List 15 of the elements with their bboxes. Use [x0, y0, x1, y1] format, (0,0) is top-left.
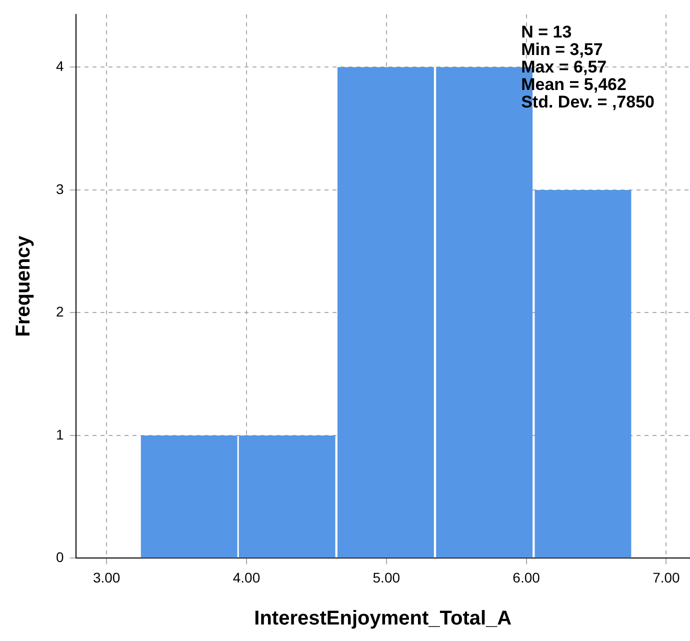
annotation: Max = 6,57: [521, 58, 607, 77]
x-tick-label: 6.00: [512, 569, 540, 586]
annotation: N = 13: [521, 22, 572, 42]
y-tick-label: 3: [56, 180, 64, 197]
annotation: Min = 3,57: [521, 40, 603, 60]
x-tick-label: 5.00: [372, 569, 400, 586]
y-axis-title: Frequency: [12, 234, 35, 337]
x-tick-label: 3.00: [92, 569, 120, 586]
x-tick-label: 4.00: [232, 569, 260, 586]
x-axis-title: InterestEnjoyment_Total_A: [254, 608, 512, 630]
y-tick-label: 2: [56, 304, 64, 320]
y-tick-label: 1: [56, 426, 64, 442]
y-tick-label: 0: [56, 549, 64, 566]
y-tick-label: 4: [56, 58, 64, 74]
x-tick-label: 7.00: [652, 569, 680, 586]
